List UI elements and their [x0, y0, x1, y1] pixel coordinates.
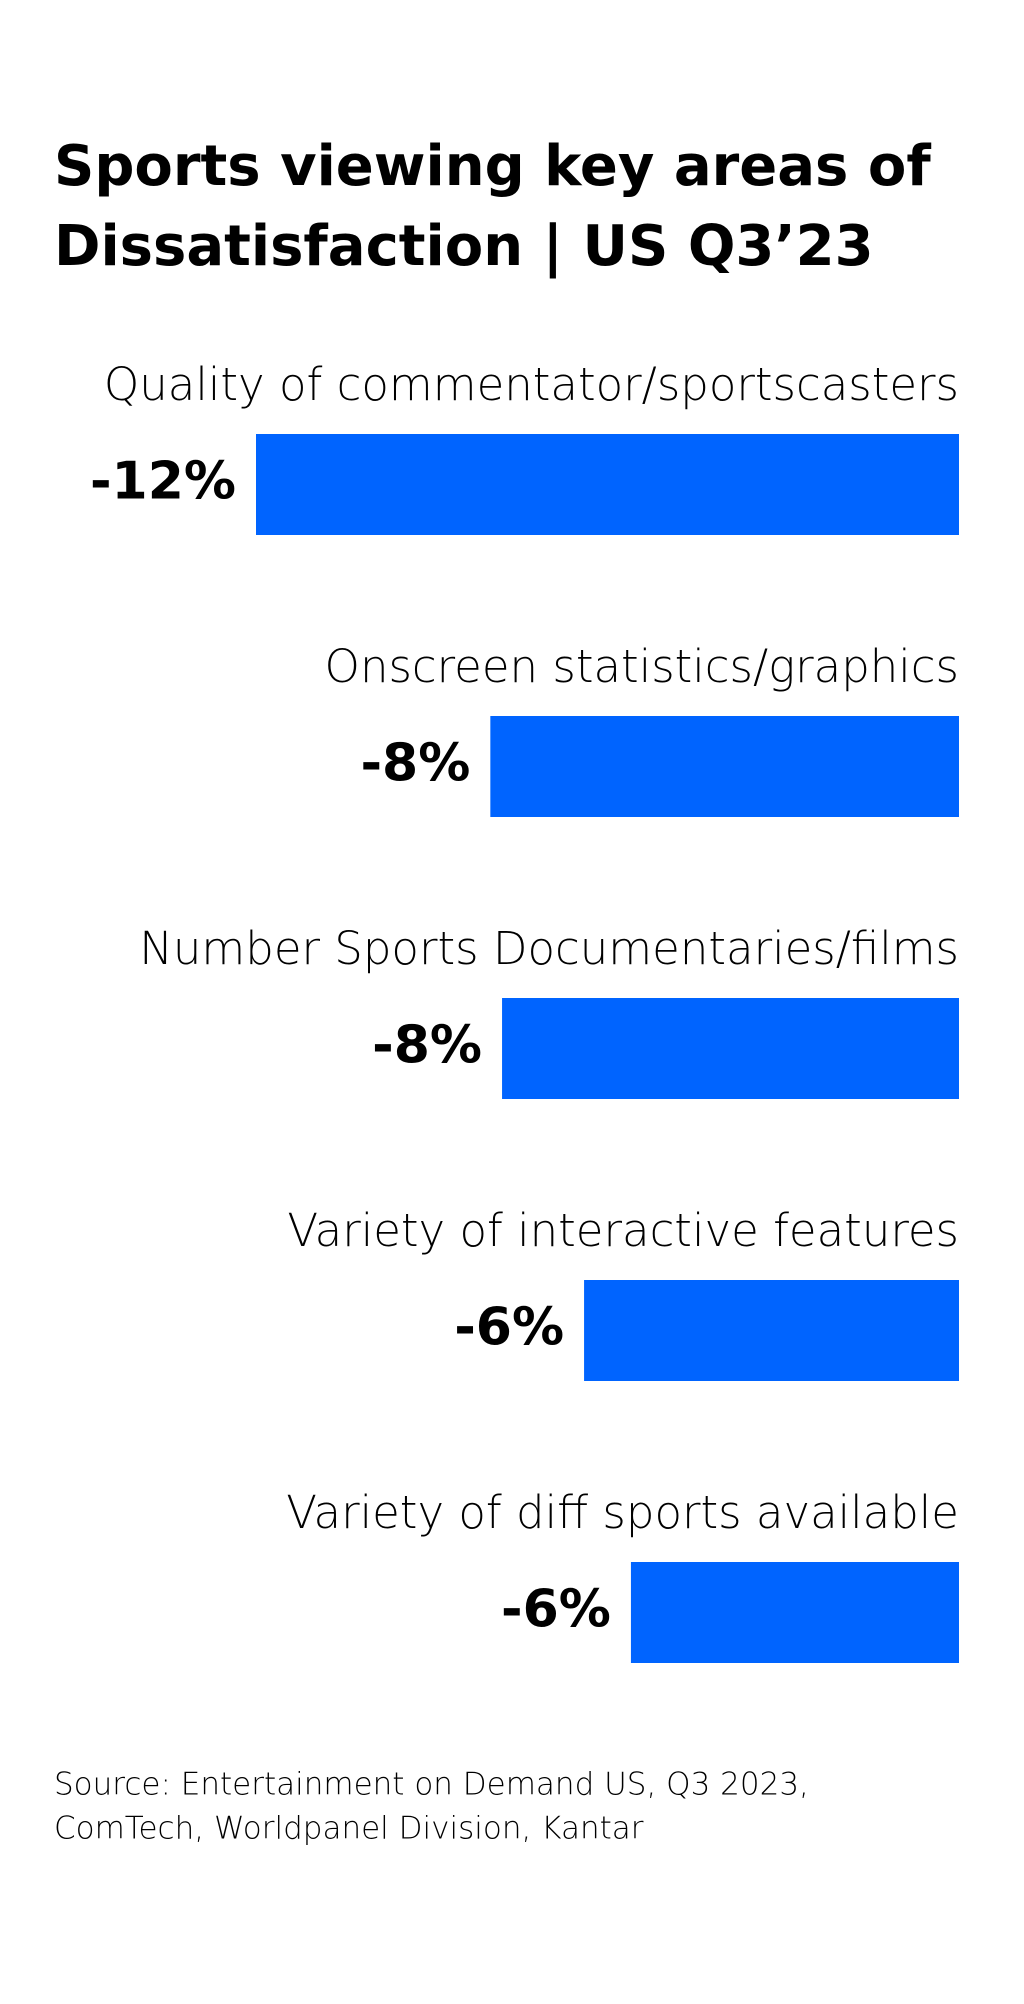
chart-title: Dissatisfaction | US Q3’23 [54, 214, 874, 279]
category-label: Variety of interactive features [287, 1204, 959, 1257]
value-label: -6% [454, 1298, 564, 1358]
category-label: Onscreen statistics/graphics [325, 640, 959, 693]
value-label: -6% [501, 1580, 611, 1640]
chart-title: Sports viewing key areas of [54, 134, 931, 199]
value-label: -8% [372, 1016, 482, 1076]
bar [630, 1562, 959, 1663]
bar [490, 716, 959, 817]
bar [502, 998, 959, 1099]
value-label: -8% [360, 734, 470, 794]
category-label: Variety of diff sports available [286, 1486, 959, 1539]
bar [256, 434, 959, 535]
source: Source: Entertainment on Demand US, Q3 2… [54, 1767, 809, 1803]
source: ComTech, Worldpanel Division, Kantar [54, 1811, 644, 1847]
value-label: -12% [90, 452, 236, 512]
category-label: Number Sports Documentaries/films [139, 922, 959, 975]
bar [584, 1280, 959, 1381]
category-label: Quality of commentator/sportscasters [104, 358, 959, 411]
